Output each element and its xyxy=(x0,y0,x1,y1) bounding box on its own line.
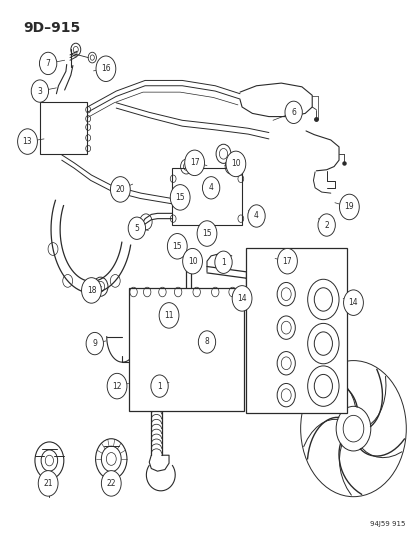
FancyBboxPatch shape xyxy=(171,167,242,225)
Text: 22: 22 xyxy=(106,479,116,488)
Text: 4: 4 xyxy=(254,212,258,221)
Circle shape xyxy=(317,214,335,236)
FancyBboxPatch shape xyxy=(128,288,244,411)
Text: 14: 14 xyxy=(237,294,246,303)
Circle shape xyxy=(232,286,252,311)
Text: 2: 2 xyxy=(323,221,328,230)
Text: 10: 10 xyxy=(230,159,240,168)
Circle shape xyxy=(182,248,202,274)
Text: 21: 21 xyxy=(43,479,53,488)
Circle shape xyxy=(197,221,216,246)
Text: 20: 20 xyxy=(115,185,125,194)
Text: 5: 5 xyxy=(134,224,139,233)
Text: 15: 15 xyxy=(172,242,182,251)
Circle shape xyxy=(18,129,37,155)
Text: 11: 11 xyxy=(164,311,173,320)
Circle shape xyxy=(159,303,178,328)
Text: 7: 7 xyxy=(45,59,50,68)
Text: 10: 10 xyxy=(187,257,197,265)
Text: 9D–915: 9D–915 xyxy=(23,21,81,35)
Text: 12: 12 xyxy=(112,382,121,391)
Circle shape xyxy=(110,176,130,202)
Circle shape xyxy=(247,205,265,227)
Circle shape xyxy=(214,251,232,273)
Text: 9: 9 xyxy=(92,339,97,348)
Text: 17: 17 xyxy=(282,257,292,265)
FancyBboxPatch shape xyxy=(40,102,87,154)
Circle shape xyxy=(128,217,145,239)
Circle shape xyxy=(225,151,245,176)
Text: 15: 15 xyxy=(175,193,185,202)
Text: 16: 16 xyxy=(101,64,110,73)
Circle shape xyxy=(167,233,187,259)
Text: 3: 3 xyxy=(37,86,42,95)
Circle shape xyxy=(198,331,215,353)
Text: 4: 4 xyxy=(208,183,213,192)
Circle shape xyxy=(101,471,121,496)
Text: 15: 15 xyxy=(202,229,211,238)
Circle shape xyxy=(86,333,103,355)
Circle shape xyxy=(170,184,190,210)
Text: 17: 17 xyxy=(189,158,199,167)
Circle shape xyxy=(184,150,204,175)
Text: 13: 13 xyxy=(23,137,32,146)
Circle shape xyxy=(284,101,301,124)
Text: 19: 19 xyxy=(344,203,353,212)
Circle shape xyxy=(31,80,48,102)
Circle shape xyxy=(150,375,168,397)
Text: 8: 8 xyxy=(204,337,209,346)
Circle shape xyxy=(277,248,297,274)
Circle shape xyxy=(39,52,57,75)
FancyBboxPatch shape xyxy=(246,248,347,413)
Text: 1: 1 xyxy=(221,258,225,266)
Circle shape xyxy=(81,278,101,303)
Circle shape xyxy=(107,373,127,399)
Circle shape xyxy=(339,194,358,220)
Text: 94J59 915: 94J59 915 xyxy=(369,521,404,527)
Text: 6: 6 xyxy=(290,108,295,117)
Circle shape xyxy=(96,56,116,82)
Text: 1: 1 xyxy=(157,382,161,391)
Text: 18: 18 xyxy=(86,286,96,295)
Text: 14: 14 xyxy=(348,298,357,307)
Circle shape xyxy=(343,290,363,316)
Circle shape xyxy=(202,176,219,199)
Circle shape xyxy=(38,471,58,496)
